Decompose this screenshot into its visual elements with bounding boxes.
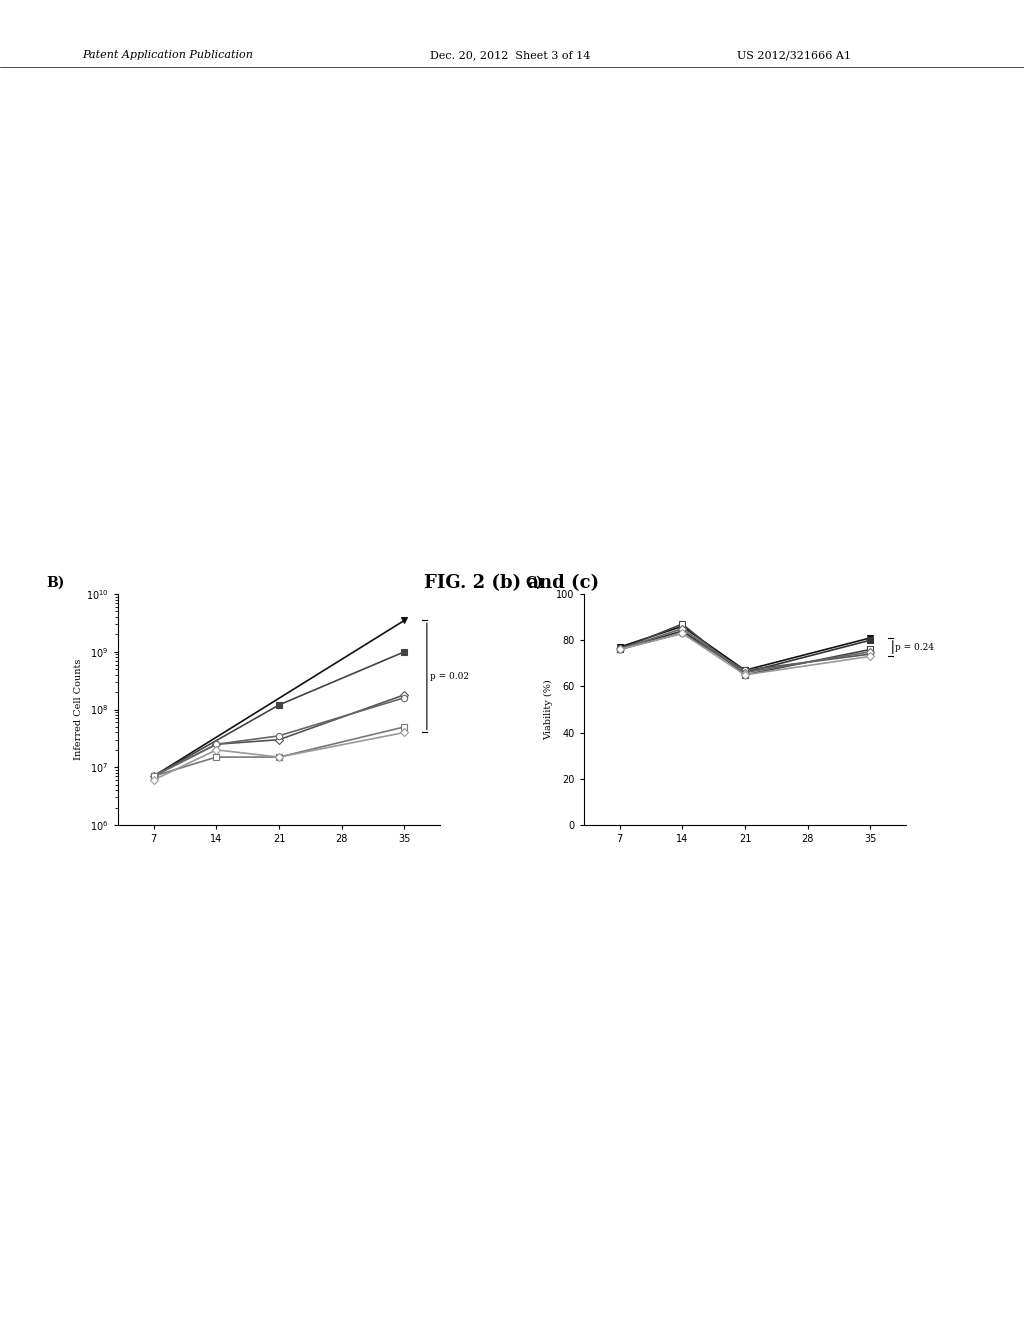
Text: Dec. 20, 2012  Sheet 3 of 14: Dec. 20, 2012 Sheet 3 of 14 xyxy=(430,50,591,61)
Text: p = 0.24: p = 0.24 xyxy=(895,643,935,652)
Y-axis label: Viability (%): Viability (%) xyxy=(545,678,554,741)
Text: C): C) xyxy=(525,576,544,590)
Text: p = 0.02: p = 0.02 xyxy=(429,672,469,681)
Text: US 2012/321666 A1: US 2012/321666 A1 xyxy=(737,50,851,61)
Text: FIG. 2 (b) and (c): FIG. 2 (b) and (c) xyxy=(424,574,600,593)
Text: B): B) xyxy=(47,576,66,590)
Y-axis label: Inferred Cell Counts: Inferred Cell Counts xyxy=(74,659,83,760)
Text: Patent Application Publication: Patent Application Publication xyxy=(82,50,253,61)
